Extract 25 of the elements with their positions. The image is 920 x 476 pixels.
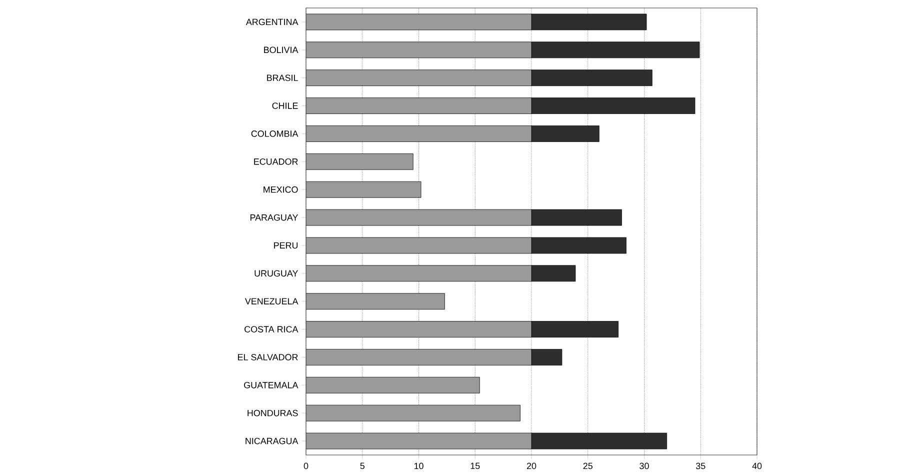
y-tick-label: VENEZUELA (244, 298, 298, 304)
x-tick-label: 40 (752, 462, 762, 470)
x-tick-label: 10 (414, 462, 424, 470)
x-tick-label: 35 (696, 462, 706, 470)
y-tick-label: COSTA RICA (244, 326, 298, 332)
y-tick-label: ECUADOR (254, 158, 298, 165)
y-tick-label: ARGENTINA (246, 18, 298, 26)
y-tick-label: EL SALVADOR (238, 354, 298, 360)
x-tick-label: 25 (583, 462, 592, 470)
y-tick-label: NICARAGUA (246, 438, 298, 444)
y-tick-label: COLOMBIA (251, 130, 298, 137)
x-tick-label: 5 (360, 462, 364, 470)
y-tick-label: URUGUAY (254, 270, 298, 277)
x-tick-label: 0 (304, 462, 308, 470)
x-tick-label: 20 (526, 462, 536, 470)
y-tick-label: BRASIL (267, 74, 298, 82)
x-tick-label: 15 (470, 462, 480, 470)
x-tick-label: 30 (640, 462, 649, 470)
y-tick-label: CHILE (272, 102, 298, 109)
y-tick-label: HONDURAS (248, 410, 298, 416)
y-tick-label: MEXICO (264, 186, 298, 193)
y-tick-label: PARAGUAY (250, 214, 298, 221)
y-tick-label: BOLIVIA (264, 46, 298, 54)
y-tick-label: PERU (274, 242, 298, 249)
y-tick-label: GUATEMALA (244, 382, 298, 388)
